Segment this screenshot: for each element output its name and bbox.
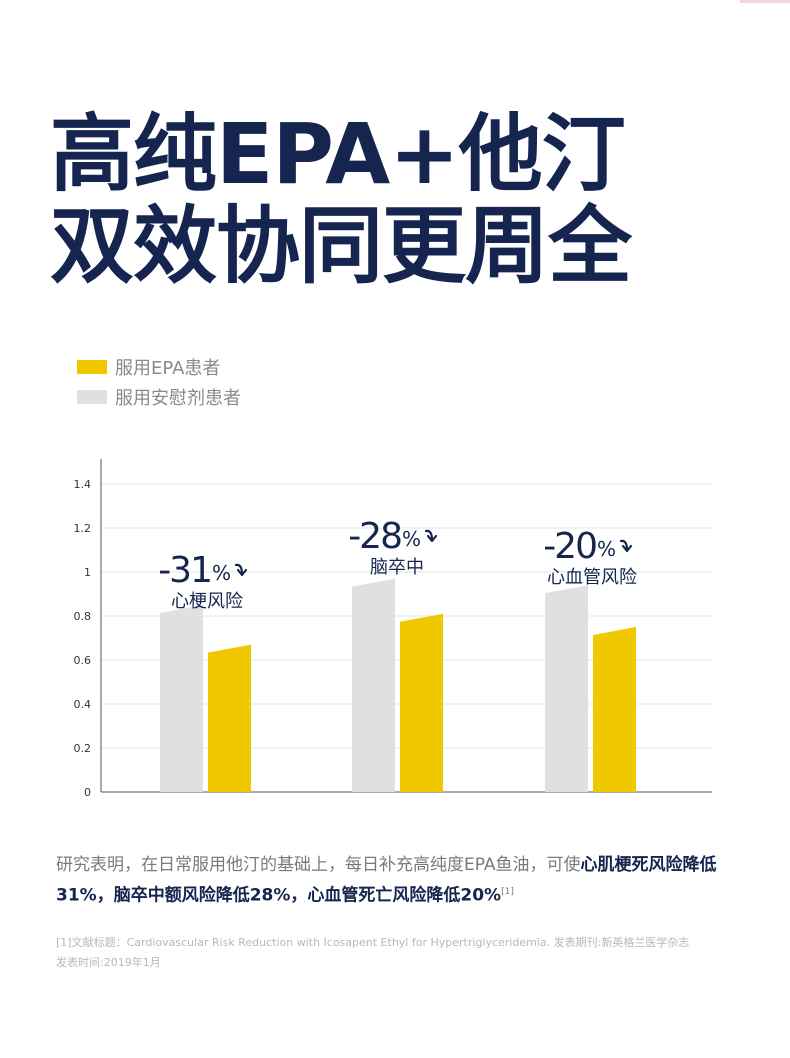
down-arrow-icon xyxy=(619,539,633,553)
bar-epa xyxy=(593,627,636,792)
reduction-percent-sign: % xyxy=(597,537,616,561)
reduction-percent-sign: % xyxy=(212,561,231,585)
y-tick-label: 1.4 xyxy=(74,478,92,491)
down-arrow-icon xyxy=(234,563,248,577)
y-tick-label: 0.2 xyxy=(74,742,92,755)
page-title: 高纯EPA+他汀 双效协同更周全 xyxy=(50,105,632,295)
reduction-value: -31 xyxy=(158,550,211,591)
y-tick-label: 0.8 xyxy=(74,610,92,623)
top-accent-bar xyxy=(740,0,790,3)
reference: [1]文献标题：Cardiovascular Risk Reduction wi… xyxy=(56,933,756,973)
reduction-label: 心梗风险 xyxy=(171,591,243,612)
legend-swatch-placebo xyxy=(77,390,107,404)
study-note: 研究表明，在日常服用他汀的基础上，每日补充高纯度EPA鱼油，可使心肌梗死风险降低… xyxy=(56,852,746,910)
reference-line-2: 发表时间:2019年1月 xyxy=(56,956,161,969)
y-tick-label: 0 xyxy=(84,786,91,799)
legend-label-placebo: 服用安慰剂患者 xyxy=(115,388,241,409)
bar-placebo xyxy=(160,605,203,792)
legend-item-placebo: 服用安慰剂患者 xyxy=(77,384,241,410)
y-tick-label: 1.2 xyxy=(74,522,92,535)
reference-line-1: [1]文献标题：Cardiovascular Risk Reduction wi… xyxy=(56,936,690,949)
y-tick-label: 1 xyxy=(84,566,91,579)
reduction-label: 脑卒中 xyxy=(370,557,424,578)
chart-legend: 服用EPA患者 服用安慰剂患者 xyxy=(77,354,241,414)
note-highlight-text: 心肌梗死风险降低31%，脑卒中额风险降低28%，心血管死亡风险降低20% xyxy=(56,855,717,906)
title-line-2: 双效协同更周全 xyxy=(50,197,632,295)
y-tick-label: 0.6 xyxy=(74,654,92,667)
reduction-value: -20 xyxy=(543,526,596,567)
bar-epa xyxy=(400,613,443,792)
y-tick-label: 0.4 xyxy=(74,698,92,711)
bar-epa xyxy=(208,644,251,792)
legend-swatch-epa xyxy=(77,360,107,374)
reduction-value: -28 xyxy=(348,516,401,557)
bar-chart: 0 0.2 0.4 0.6 0.8 1 1.2 1.4 -31 % 心梗风险 -28 % 脑卒中 -20 % 心… xyxy=(74,459,712,799)
legend-label-epa: 服用EPA患者 xyxy=(115,358,221,379)
bar-placebo xyxy=(545,585,588,792)
title-line-1: 高纯EPA+他汀 xyxy=(50,105,626,203)
reduction-percent-sign: % xyxy=(402,527,421,551)
reduction-label: 心血管风险 xyxy=(547,567,637,588)
legend-item-epa: 服用EPA患者 xyxy=(77,354,241,380)
down-arrow-icon xyxy=(424,529,438,543)
note-plain-text: 研究表明，在日常服用他汀的基础上，每日补充高纯度EPA鱼油，可使 xyxy=(56,855,581,875)
bar-placebo xyxy=(352,578,395,792)
note-citation: [1] xyxy=(501,887,514,897)
